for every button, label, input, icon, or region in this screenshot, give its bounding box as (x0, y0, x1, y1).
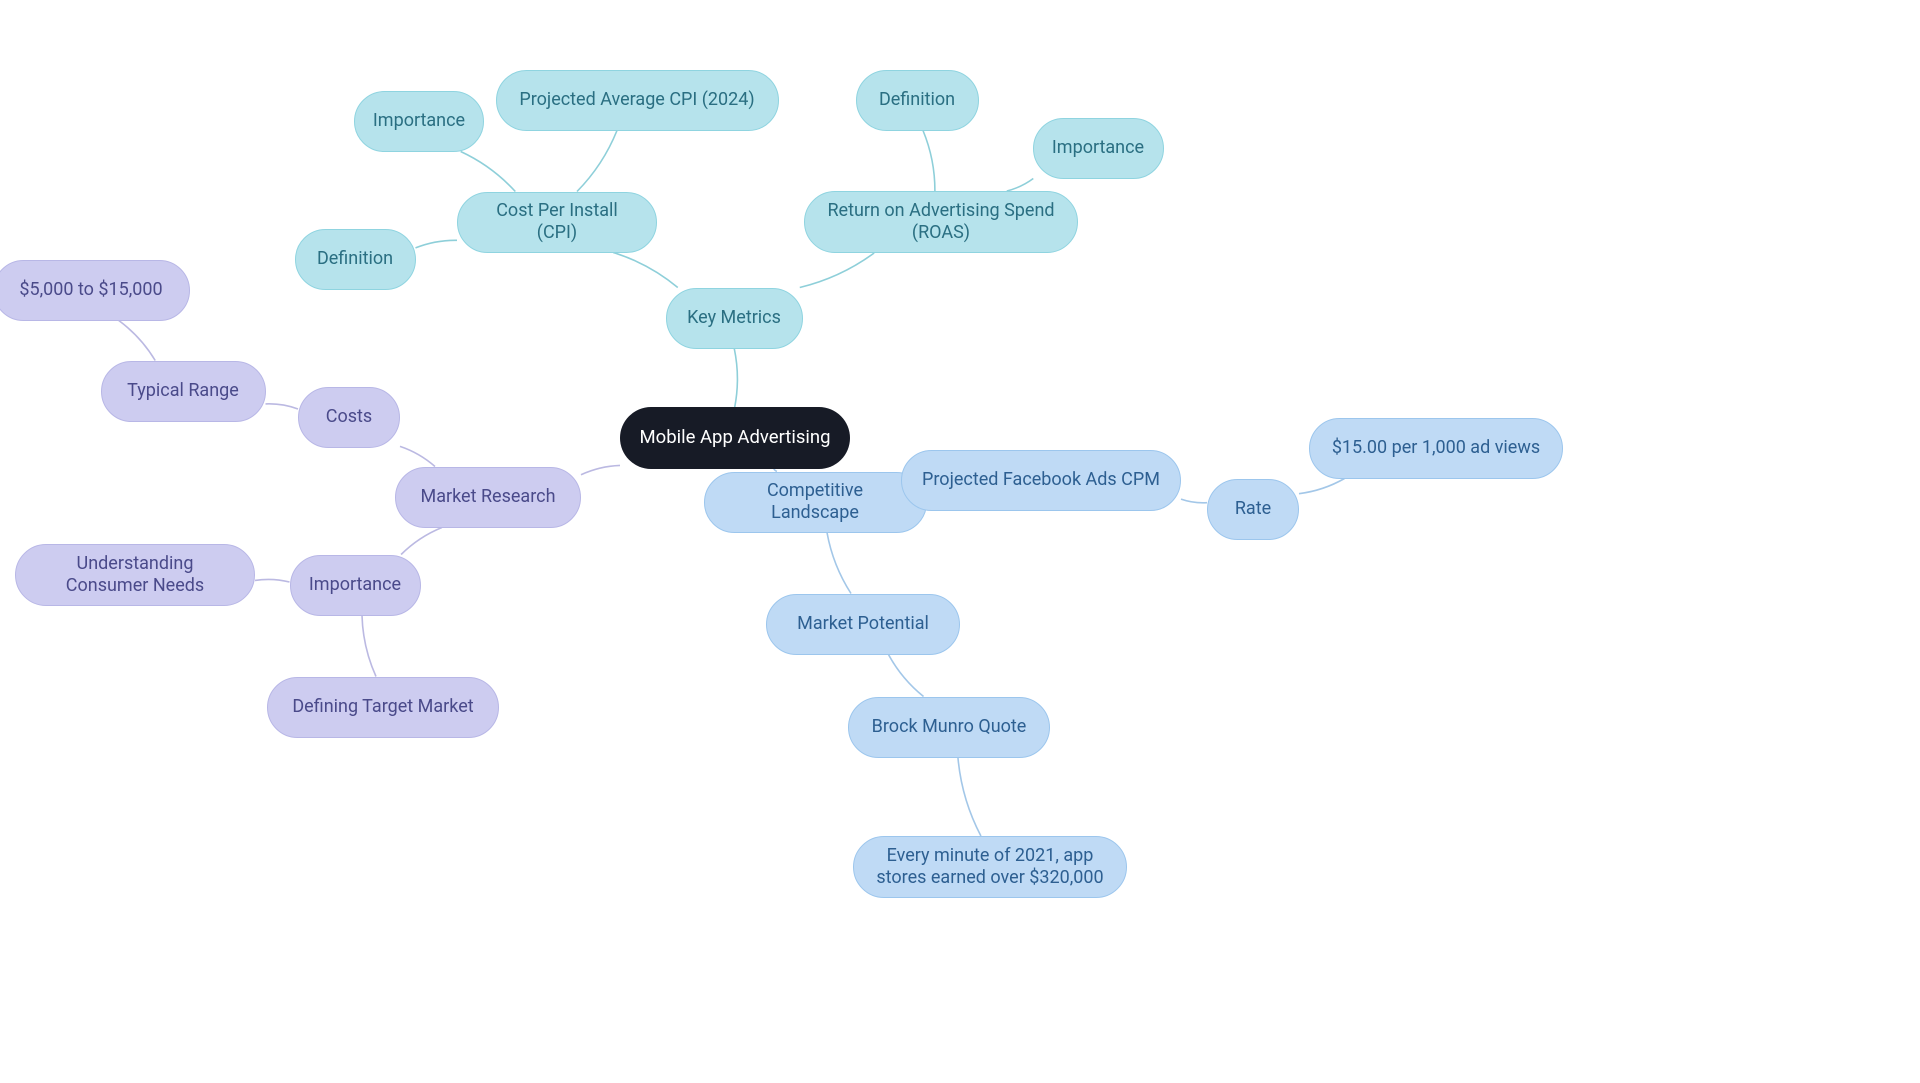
node-mr-importance: Importance (290, 555, 421, 616)
node-typical-range: Typical Range (101, 361, 266, 422)
node-rate: Rate (1207, 479, 1299, 540)
node-root: Mobile App Advertising (620, 407, 850, 469)
node-roas: Return on Advertising Spend (ROAS) (804, 191, 1078, 253)
node-consumer-needs: Understanding Consumer Needs (15, 544, 255, 606)
node-key-metrics: Key Metrics (666, 288, 803, 349)
edges-layer (0, 0, 1920, 1083)
node-cpi-projected: Projected Average CPI (2024) (496, 70, 779, 131)
node-fb-cpm: Projected Facebook Ads CPM (901, 450, 1181, 511)
mindmap-canvas: Mobile App Advertising Key Metrics Cost … (0, 0, 1920, 1083)
node-brock: Brock Munro Quote (848, 697, 1050, 758)
node-roas-importance: Importance (1033, 118, 1164, 179)
node-rate-value: $15.00 per 1,000 ad views (1309, 418, 1563, 479)
node-market-research: Market Research (395, 467, 581, 528)
node-competitive: Competitive Landscape (704, 472, 927, 533)
node-market-potential: Market Potential (766, 594, 960, 655)
node-cpi-definition: Definition (295, 229, 416, 290)
node-costs: Costs (298, 387, 400, 448)
node-cpi-importance: Importance (354, 91, 484, 152)
node-roas-definition: Definition (856, 70, 979, 131)
node-brock-quote: Every minute of 2021, app stores earned … (853, 836, 1127, 898)
node-target-market: Defining Target Market (267, 677, 499, 738)
node-range-value: $5,000 to $15,000 (0, 260, 190, 321)
node-cpi: Cost Per Install (CPI) (457, 192, 657, 253)
